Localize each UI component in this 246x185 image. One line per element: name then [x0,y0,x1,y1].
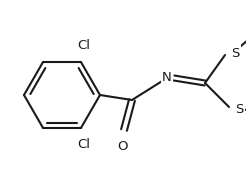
Text: N: N [162,70,172,83]
Text: S: S [231,46,239,60]
Text: Cl: Cl [77,138,91,151]
Text: O: O [117,140,127,153]
Text: Cl: Cl [77,39,91,52]
Text: S: S [235,102,243,115]
